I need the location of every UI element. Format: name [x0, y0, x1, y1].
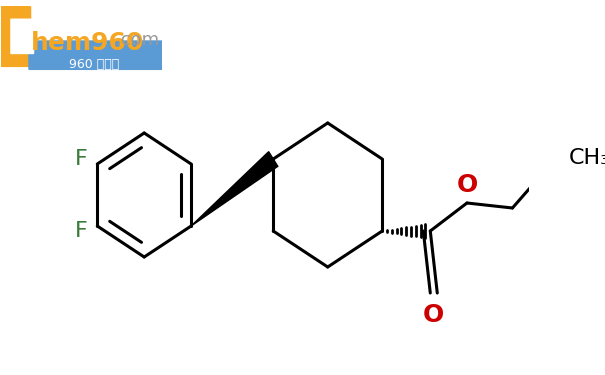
- Text: hem960: hem960: [31, 32, 145, 56]
- Text: .com: .com: [116, 32, 160, 50]
- FancyBboxPatch shape: [10, 18, 34, 54]
- Polygon shape: [191, 152, 278, 226]
- FancyBboxPatch shape: [0, 6, 31, 67]
- FancyBboxPatch shape: [28, 40, 163, 70]
- Text: 960 化工网: 960 化工网: [70, 58, 120, 71]
- Text: O: O: [456, 173, 477, 197]
- Text: F: F: [75, 221, 88, 241]
- Text: F: F: [75, 149, 88, 169]
- Text: O: O: [423, 303, 445, 327]
- Text: CH₃: CH₃: [568, 148, 605, 168]
